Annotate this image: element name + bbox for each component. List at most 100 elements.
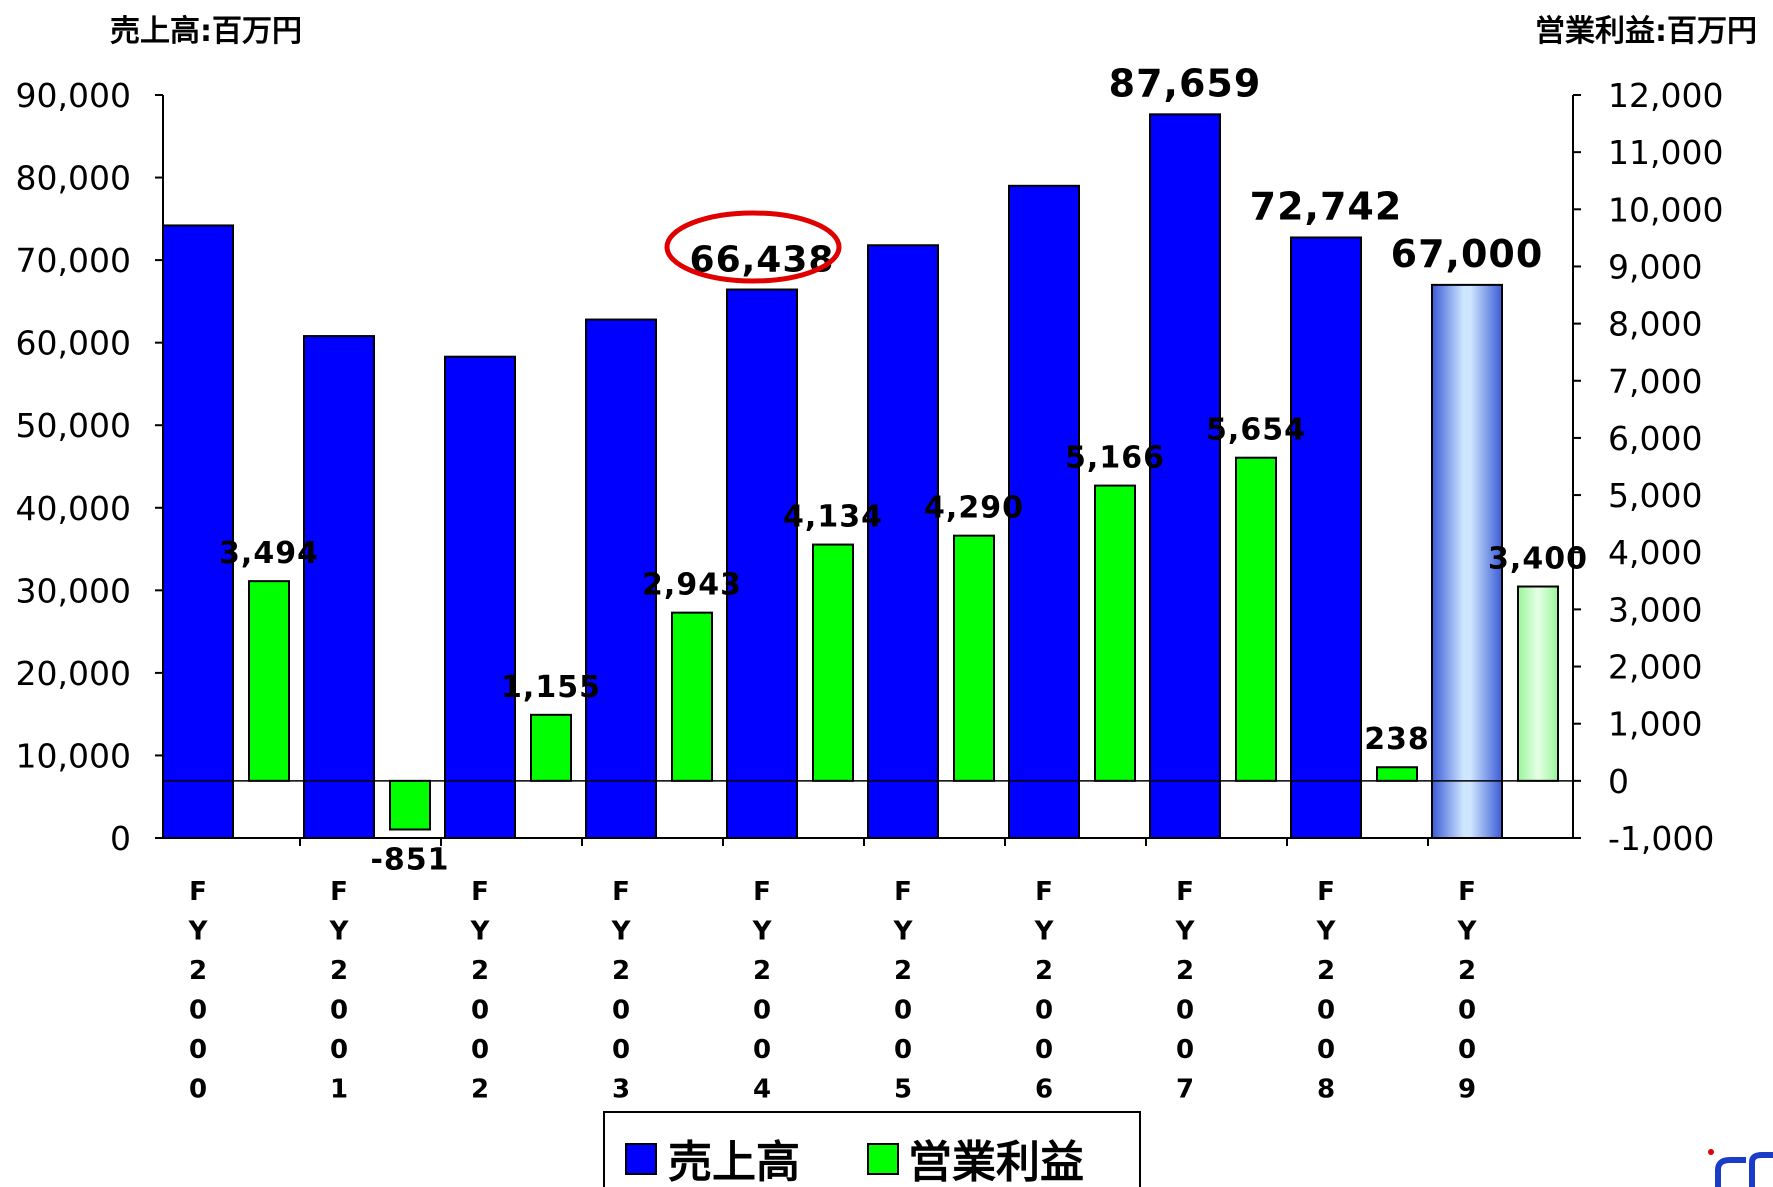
x-tick-char: 0	[471, 1035, 489, 1065]
right-tick-label: 4,000	[1608, 533, 1702, 572]
right-tick-label: 2,000	[1608, 648, 1702, 687]
x-tick-char: 9	[1458, 1075, 1476, 1105]
sales-bar	[585, 318, 657, 840]
x-tick-char: 0	[1317, 1035, 1335, 1065]
right-tick-label: 7,000	[1608, 362, 1702, 401]
op-profit-bar	[1517, 585, 1559, 782]
x-tick-char: Y	[1457, 917, 1478, 947]
left-tick-label: 20,000	[16, 654, 131, 693]
x-tick-char: 2	[1317, 956, 1335, 986]
op-profit-bar	[530, 713, 572, 782]
x-tick-char: 2	[189, 956, 207, 986]
legend: 売上高 営業利益	[603, 1111, 1141, 1187]
x-tick-char: 2	[612, 956, 630, 986]
op-profit-bar	[1235, 456, 1277, 782]
sales-value-label: 67,000	[1391, 232, 1544, 276]
x-tick-char: 0	[330, 1035, 348, 1065]
x-tick-char: Y	[893, 917, 914, 947]
op-profit-value-label: 2,943	[642, 568, 742, 603]
axes	[162, 95, 1574, 839]
legend-label-op-profit: 営業利益	[908, 1137, 1084, 1187]
left-tick-label: 80,000	[16, 159, 131, 198]
right-tick-label: 5,000	[1608, 476, 1702, 515]
x-tick-char: 0	[330, 996, 348, 1026]
corner-logo	[1708, 1149, 1773, 1187]
right-axis-ticks: 12,000 11,000 10,000 9,000 8,000 7,000 6,000 5,…	[1573, 76, 1723, 858]
op-profit-value-label: 3,400	[1488, 542, 1588, 577]
x-tick-char: F	[753, 877, 771, 907]
x-tick-char: 0	[612, 996, 630, 1026]
right-tick-label: 3,000	[1608, 590, 1702, 629]
right-tick-label: 0	[1608, 762, 1629, 801]
op-profit-bar	[248, 580, 290, 782]
sales-bar	[1431, 283, 1503, 839]
x-tick-char: 0	[1176, 996, 1194, 1026]
op-profit-bar	[1094, 484, 1136, 782]
x-tick-char: F	[189, 877, 207, 907]
right-tick-label: 9,000	[1608, 247, 1702, 286]
x-tick-char: F	[1317, 877, 1335, 907]
sales-bar	[162, 224, 234, 839]
x-tick-char: 1	[330, 1075, 348, 1105]
x-tick-char: F	[1458, 877, 1476, 907]
legend-swatch-sales	[625, 1143, 657, 1175]
x-tick-char: 2	[330, 956, 348, 986]
op-profit-value-label: 5,654	[1206, 413, 1306, 448]
left-tick-label: 40,000	[16, 489, 131, 528]
right-tick-label: 12,000	[1608, 76, 1723, 115]
x-tick-char: F	[330, 877, 348, 907]
bars	[162, 113, 1559, 840]
x-tick-char: 2	[753, 956, 771, 986]
x-tick-char: 0	[189, 1075, 207, 1105]
x-axis-ticks: F Y 2 0 0 0F Y 2 0 0 1F Y 2 0 0 2F Y 2 0 0 3F Y 2 0 0 4F Y 2 0 0 5F Y 2 0…	[188, 838, 1478, 1105]
x-tick-char: F	[894, 877, 912, 907]
x-tick-char: F	[1176, 877, 1194, 907]
right-axis-title: 営業利益:百万円	[1535, 14, 1757, 49]
sales-bar	[726, 288, 798, 839]
sales-bar	[444, 355, 516, 839]
x-tick-char: Y	[1175, 917, 1196, 947]
op-profit-value-label: -851	[370, 842, 449, 877]
x-tick-char: 2	[1035, 956, 1053, 986]
sales-bar	[1290, 236, 1362, 840]
x-tick-char: Y	[1316, 917, 1337, 947]
x-tick-char: Y	[188, 917, 209, 947]
x-tick-char: 3	[612, 1075, 630, 1105]
sales-bar	[867, 244, 939, 840]
x-tick-char: 0	[1458, 996, 1476, 1026]
x-tick-char: 0	[1176, 1035, 1194, 1065]
x-tick-char: Y	[1034, 917, 1055, 947]
op-profit-value-label: 5,166	[1065, 441, 1165, 476]
x-tick-char: F	[612, 877, 630, 907]
x-tick-char: 8	[1317, 1075, 1335, 1105]
right-tick-label: 10,000	[1608, 190, 1723, 229]
x-tick-char: 7	[1176, 1075, 1194, 1105]
op-profit-bar	[671, 611, 713, 782]
op-profit-bar	[953, 534, 995, 782]
op-profit-bar	[812, 543, 854, 782]
x-tick-char: 2	[1458, 956, 1476, 986]
sales-bar	[303, 335, 375, 839]
op-profit-bar	[389, 779, 431, 831]
left-tick-label: 50,000	[16, 406, 131, 445]
left-tick-label: 30,000	[16, 571, 131, 610]
x-tick-char: 0	[1317, 996, 1335, 1026]
right-tick-label: -1,000	[1608, 819, 1714, 858]
op-profit-bar	[1376, 766, 1418, 782]
x-tick-char: 0	[894, 1035, 912, 1065]
x-tick-char: Y	[752, 917, 773, 947]
x-tick-char: 0	[894, 996, 912, 1026]
x-tick-char: 0	[471, 996, 489, 1026]
op-profit-value-label: 1,155	[501, 670, 601, 705]
legend-label-sales: 売上高	[668, 1137, 800, 1187]
left-tick-label: 10,000	[16, 736, 131, 775]
x-tick-char: F	[1035, 877, 1053, 907]
